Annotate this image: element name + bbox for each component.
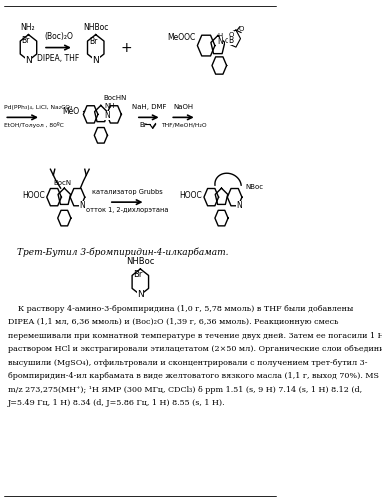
Text: Br: Br bbox=[22, 36, 30, 44]
Text: THF/MeOH/H₂O: THF/MeOH/H₂O bbox=[161, 122, 206, 128]
Text: H: H bbox=[217, 32, 223, 38]
Text: Br: Br bbox=[139, 122, 147, 128]
Text: DIPEA (1,1 мл, 6,36 ммоль) и (Bос)₂О (1,39 г, 6,36 ммоль). Реакционную смесь: DIPEA (1,1 мл, 6,36 ммоль) и (Bос)₂О (1,… bbox=[8, 318, 338, 326]
Text: MeOOC: MeOOC bbox=[168, 33, 196, 42]
Text: N: N bbox=[25, 56, 32, 65]
Text: N: N bbox=[92, 56, 99, 65]
Text: HOOC: HOOC bbox=[179, 190, 202, 200]
Text: MeO: MeO bbox=[63, 107, 80, 116]
Text: m/z 273,275(МН⁺); ¹Н ЯМР (300 МГц, CDCl₃) δ ppm 1.51 (s, 9 H) 7.14 (s, 1 H) 8.12: m/z 273,275(МН⁺); ¹Н ЯМР (300 МГц, CDCl₃… bbox=[8, 386, 362, 394]
Text: NH: NH bbox=[105, 104, 115, 110]
Text: N: N bbox=[217, 37, 223, 46]
Text: DIPEA, THF: DIPEA, THF bbox=[37, 54, 79, 62]
Text: Br: Br bbox=[89, 36, 97, 46]
Text: O: O bbox=[225, 38, 230, 44]
Text: NaOH: NaOH bbox=[173, 104, 194, 110]
Text: Pd(PPh₃)₄, LiCl, Na₂CO₃: Pd(PPh₃)₄, LiCl, Na₂CO₃ bbox=[3, 106, 72, 110]
Text: отток 1, 2-дихлорэтана: отток 1, 2-дихлорэтана bbox=[86, 207, 168, 213]
Text: BocHN: BocHN bbox=[104, 96, 127, 102]
Text: высушили (MgSO₄), отфильтровали и сконцентрировали с получением трет-бутил 3-: высушили (MgSO₄), отфильтровали и сконце… bbox=[8, 358, 367, 366]
Text: NaH, DMF: NaH, DMF bbox=[132, 104, 166, 110]
Text: N: N bbox=[236, 202, 242, 210]
Text: NHBoc: NHBoc bbox=[126, 257, 155, 266]
Text: O: O bbox=[238, 26, 244, 32]
Text: (Boc)₂O: (Boc)₂O bbox=[44, 32, 73, 40]
Text: N: N bbox=[79, 202, 85, 210]
Text: Br: Br bbox=[134, 270, 143, 279]
Text: EtOH/Толуол , 80ºC: EtOH/Толуол , 80ºC bbox=[3, 122, 63, 128]
Text: бромпиридин-4-ил карбамата в виде желтоватого вязкого масла (1,1 г, выход 70%). : бромпиридин-4-ил карбамата в виде желтов… bbox=[8, 372, 379, 380]
Text: NHBoc: NHBoc bbox=[83, 22, 108, 32]
Text: катализатор Grubbs: катализатор Grubbs bbox=[92, 189, 163, 195]
Text: B: B bbox=[228, 36, 233, 45]
Text: J=5.49 Гц, 1 Н) 8.34 (d, J=5.86 Гц, 1 Н) 8.55 (s, 1 H).: J=5.49 Гц, 1 Н) 8.34 (d, J=5.86 Гц, 1 Н)… bbox=[8, 399, 226, 407]
Text: +: + bbox=[121, 40, 132, 54]
Text: Трет-Бутил 3-бромпиридин-4-илкарбамат.: Трет-Бутил 3-бромпиридин-4-илкарбамат. bbox=[17, 247, 228, 256]
Text: N: N bbox=[105, 111, 110, 120]
Text: NH₂: NH₂ bbox=[20, 22, 35, 32]
Text: NBoc: NBoc bbox=[245, 184, 263, 190]
Text: HOOC: HOOC bbox=[22, 190, 45, 200]
Text: раствором HCl и экстрагировали этилацетатом (2×50 мл). Органические слои объедин: раствором HCl и экстрагировали этилацета… bbox=[8, 345, 382, 353]
Text: O: O bbox=[228, 32, 234, 38]
Text: BocN: BocN bbox=[54, 180, 72, 186]
Text: N: N bbox=[137, 290, 144, 300]
Text: К раствору 4-амино-3-бромпиридина (1,0 г, 5,78 ммоль) в THF были добавлены: К раствору 4-амино-3-бромпиридина (1,0 г… bbox=[8, 305, 353, 313]
Text: перемешивали при комнатной температуре в течение двух дней. Затем ее погасили 1 : перемешивали при комнатной температуре в… bbox=[8, 332, 382, 340]
